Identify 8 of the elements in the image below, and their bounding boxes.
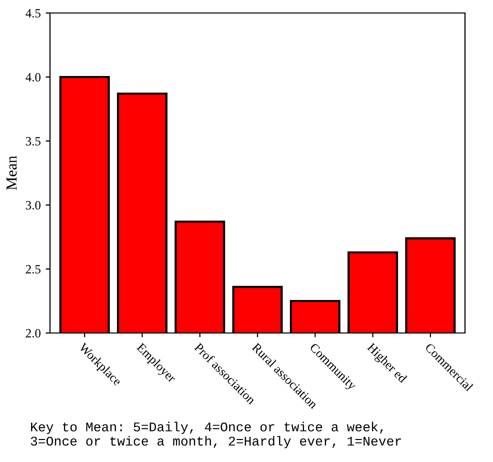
y-tick-label: 2.0 [26, 329, 40, 338]
text: Key to Mean: 5=Daily, 4=Once or twice a week, 3=Once or twice a month, 2=Hardly ever, 1=Never [30, 422, 401, 448]
y-tick-label: 3.0 [26, 201, 40, 210]
y-tick-label: 3.5 [26, 137, 40, 146]
y-tick-label: 4.5 [26, 9, 40, 18]
y-tick-label: 4.0 [26, 73, 40, 82]
y-axis-title: Mean [6, 156, 17, 190]
y-tick-label: 2.5 [26, 265, 40, 274]
